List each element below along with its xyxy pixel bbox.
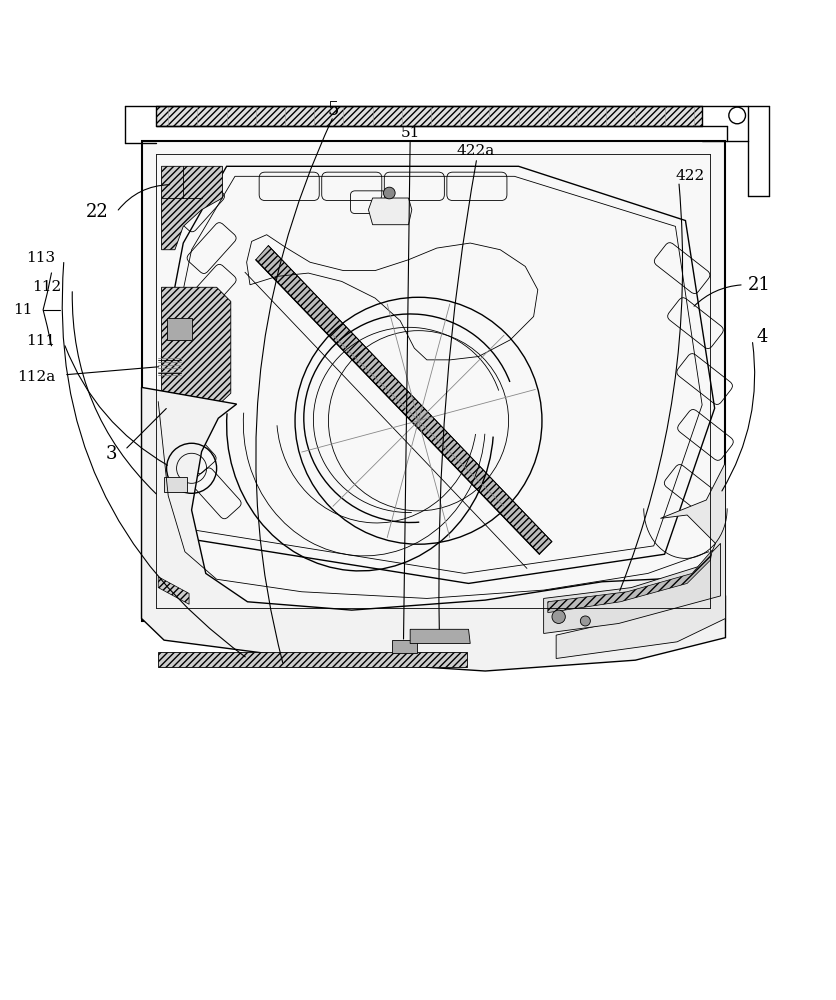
Bar <box>164 477 187 492</box>
Polygon shape <box>161 166 222 250</box>
Circle shape <box>551 610 564 623</box>
Circle shape <box>383 187 395 199</box>
Polygon shape <box>141 141 725 621</box>
Text: 3: 3 <box>105 445 117 463</box>
Circle shape <box>579 616 589 626</box>
Text: 422a: 422a <box>456 144 494 158</box>
Polygon shape <box>166 318 191 340</box>
Text: 4: 4 <box>756 328 767 346</box>
Polygon shape <box>141 387 725 671</box>
Text: 22: 22 <box>86 203 109 221</box>
Polygon shape <box>256 246 551 554</box>
Polygon shape <box>547 550 711 613</box>
Text: 113: 113 <box>27 251 55 265</box>
Polygon shape <box>410 629 470 643</box>
Text: 112a: 112a <box>18 370 55 384</box>
Text: 51: 51 <box>400 126 420 140</box>
Polygon shape <box>158 577 189 604</box>
Polygon shape <box>543 543 720 633</box>
Text: 11: 11 <box>13 303 33 317</box>
Polygon shape <box>368 198 411 225</box>
Polygon shape <box>158 652 466 667</box>
Polygon shape <box>555 462 725 659</box>
Polygon shape <box>391 640 416 653</box>
Polygon shape <box>155 106 701 126</box>
Text: 112: 112 <box>32 280 61 294</box>
Polygon shape <box>161 287 231 407</box>
Text: 111: 111 <box>26 334 55 348</box>
Text: 5: 5 <box>328 101 339 119</box>
Text: 422: 422 <box>675 169 704 183</box>
Text: 21: 21 <box>747 276 770 294</box>
